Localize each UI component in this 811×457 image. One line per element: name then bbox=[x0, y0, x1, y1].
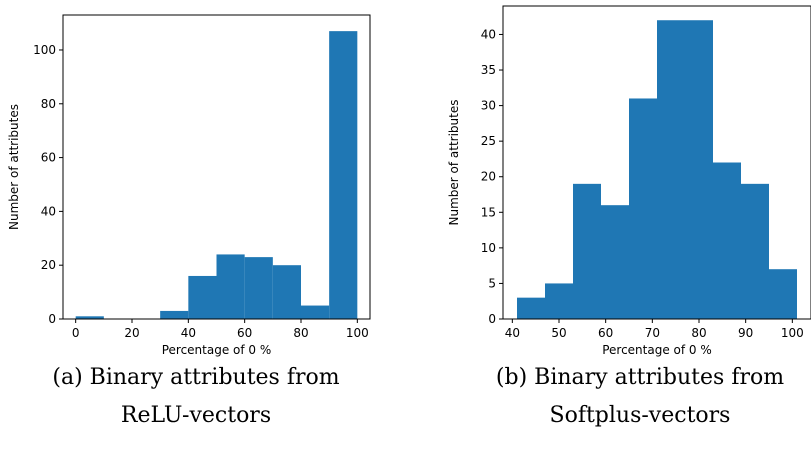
x-tick-label: 70 bbox=[645, 326, 660, 340]
caption-line: ReLU-vectors bbox=[121, 403, 271, 428]
x-axis-label: Percentage of 0 % bbox=[162, 343, 272, 357]
histogram-bar bbox=[244, 257, 273, 319]
y-axis-label: Number of attributes bbox=[7, 104, 21, 230]
plot-frame bbox=[502, 5, 811, 320]
histogram-bar bbox=[272, 265, 301, 319]
y-tick-label: 0 bbox=[48, 312, 56, 326]
y-tick-label: 25 bbox=[481, 134, 496, 148]
histogram-bar bbox=[300, 305, 330, 319]
histogram-bar bbox=[75, 316, 104, 319]
x-axis-label: Percentage of 0 % bbox=[602, 343, 712, 357]
y-tick-label: 60 bbox=[41, 151, 56, 165]
chart-0: 0 20 40 60 80 100 0 20 40 60 80 100 Percentage of 0 … bbox=[7, 14, 371, 428]
x-tick-label: 80 bbox=[691, 326, 706, 340]
histogram-bar bbox=[573, 183, 601, 319]
x-tick-label: 0 bbox=[72, 326, 80, 340]
histogram-bar bbox=[216, 254, 245, 319]
histogram-bar bbox=[160, 310, 189, 319]
y-tick-label: 35 bbox=[481, 63, 496, 77]
plot-frame bbox=[62, 14, 371, 320]
histogram-bar bbox=[741, 183, 769, 319]
histogram-bar bbox=[629, 98, 657, 320]
y-tick-label: 100 bbox=[33, 43, 56, 57]
y-tick-label: 15 bbox=[481, 205, 496, 219]
caption-line: (b) Binary attributes from bbox=[496, 365, 784, 390]
x-tick-label: 40 bbox=[181, 326, 196, 340]
histogram-bar bbox=[657, 20, 685, 320]
y-tick-label: 5 bbox=[488, 276, 496, 290]
y-tick-label: 30 bbox=[481, 99, 496, 113]
histogram-bar bbox=[517, 297, 545, 319]
y-tick-label: 40 bbox=[481, 27, 496, 41]
y-tick-label: 80 bbox=[41, 97, 56, 111]
x-tick-label: 40 bbox=[505, 326, 520, 340]
x-tick-label: 20 bbox=[124, 326, 139, 340]
caption-line: (a) Binary attributes from bbox=[52, 365, 339, 390]
histogram-bar bbox=[601, 205, 629, 319]
x-tick-label: 100 bbox=[346, 326, 369, 340]
histogram-bar bbox=[769, 269, 797, 319]
x-tick-label: 80 bbox=[293, 326, 308, 340]
x-tick-label: 100 bbox=[781, 326, 804, 340]
y-tick-label: 20 bbox=[481, 170, 496, 184]
chart-1: 40 50 60 70 80 90 100 0 5 10 15 20 25 30 35 40 Percentag… bbox=[447, 5, 811, 428]
histogram-bar bbox=[329, 31, 358, 319]
x-tick-label: 60 bbox=[598, 326, 613, 340]
histogram-bar bbox=[188, 275, 217, 319]
histogram-bar bbox=[713, 162, 741, 319]
y-tick-label: 0 bbox=[488, 312, 496, 326]
x-tick-label: 50 bbox=[551, 326, 566, 340]
y-tick-label: 20 bbox=[41, 258, 56, 272]
x-tick-label: 60 bbox=[237, 326, 252, 340]
y-axis-label: Number of attributes bbox=[447, 100, 461, 226]
y-tick-label: 10 bbox=[481, 241, 496, 255]
y-tick-label: 40 bbox=[41, 204, 56, 218]
histogram-bar bbox=[545, 283, 573, 319]
caption-line: Softplus-vectors bbox=[550, 403, 731, 428]
x-tick-label: 90 bbox=[738, 326, 753, 340]
histogram-bar bbox=[685, 20, 713, 320]
